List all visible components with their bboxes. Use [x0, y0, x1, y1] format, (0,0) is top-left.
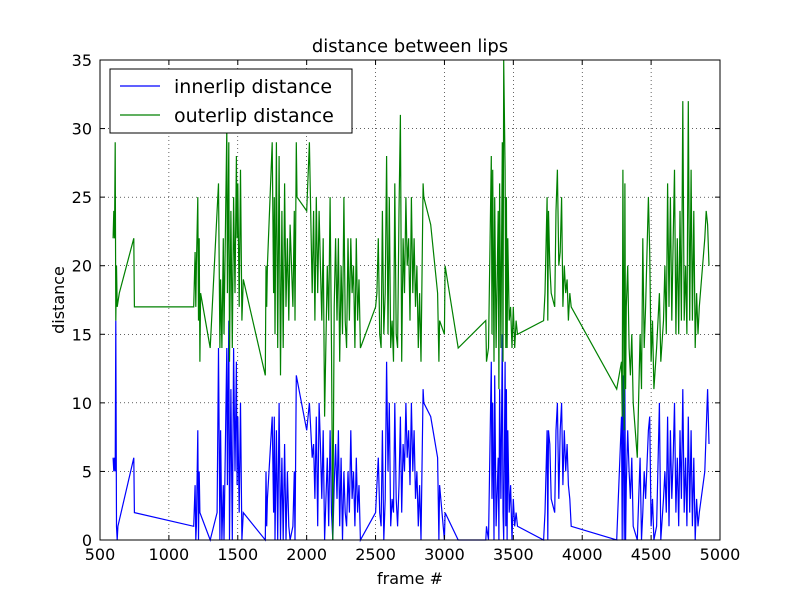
x-axis-label: frame # — [377, 569, 443, 588]
innerlip-series-line — [112, 320, 710, 543]
x-tick-label: 1000 — [149, 545, 190, 564]
ticks — [99, 59, 721, 541]
y-tick-label: 15 — [72, 325, 92, 344]
x-tick-label: 3500 — [493, 545, 534, 564]
x-tick-label: 3000 — [424, 545, 465, 564]
series-layer — [112, 59, 710, 543]
x-tick-label: 4000 — [562, 545, 603, 564]
plot-area — [99, 59, 721, 543]
legend: innerlip distance outerlip distance — [109, 68, 353, 134]
grid — [100, 60, 720, 540]
axes-frame — [99, 59, 721, 541]
x-tick-label: 2000 — [286, 545, 327, 564]
y-tick-label: 25 — [72, 188, 92, 207]
y-tick-label: 20 — [72, 257, 92, 276]
x-tick-label: 4500 — [631, 545, 672, 564]
x-tick-label: 2500 — [355, 545, 396, 564]
legend-label-outerlip: outerlip distance — [174, 105, 334, 127]
y-tick-label: 5 — [82, 462, 92, 481]
legend-box — [109, 68, 353, 134]
y-tick-label: 0 — [82, 531, 92, 550]
x-tick-label: 5000 — [700, 545, 741, 564]
y-axis-label: distance — [49, 266, 68, 334]
tick-labels: 500 1000 1500 2000 2500 3000 3500 4000 4500 5000 0… — [72, 51, 741, 564]
y-tick-label: 30 — [72, 120, 92, 139]
outerlip-series-line — [112, 59, 710, 541]
x-tick-label: 500 — [85, 545, 116, 564]
y-tick-label: 35 — [72, 51, 92, 70]
legend-label-innerlip: innerlip distance — [174, 76, 332, 98]
chart-title: distance between lips — [312, 36, 508, 57]
y-tick-label: 10 — [72, 394, 92, 413]
x-tick-label: 1500 — [217, 545, 258, 564]
